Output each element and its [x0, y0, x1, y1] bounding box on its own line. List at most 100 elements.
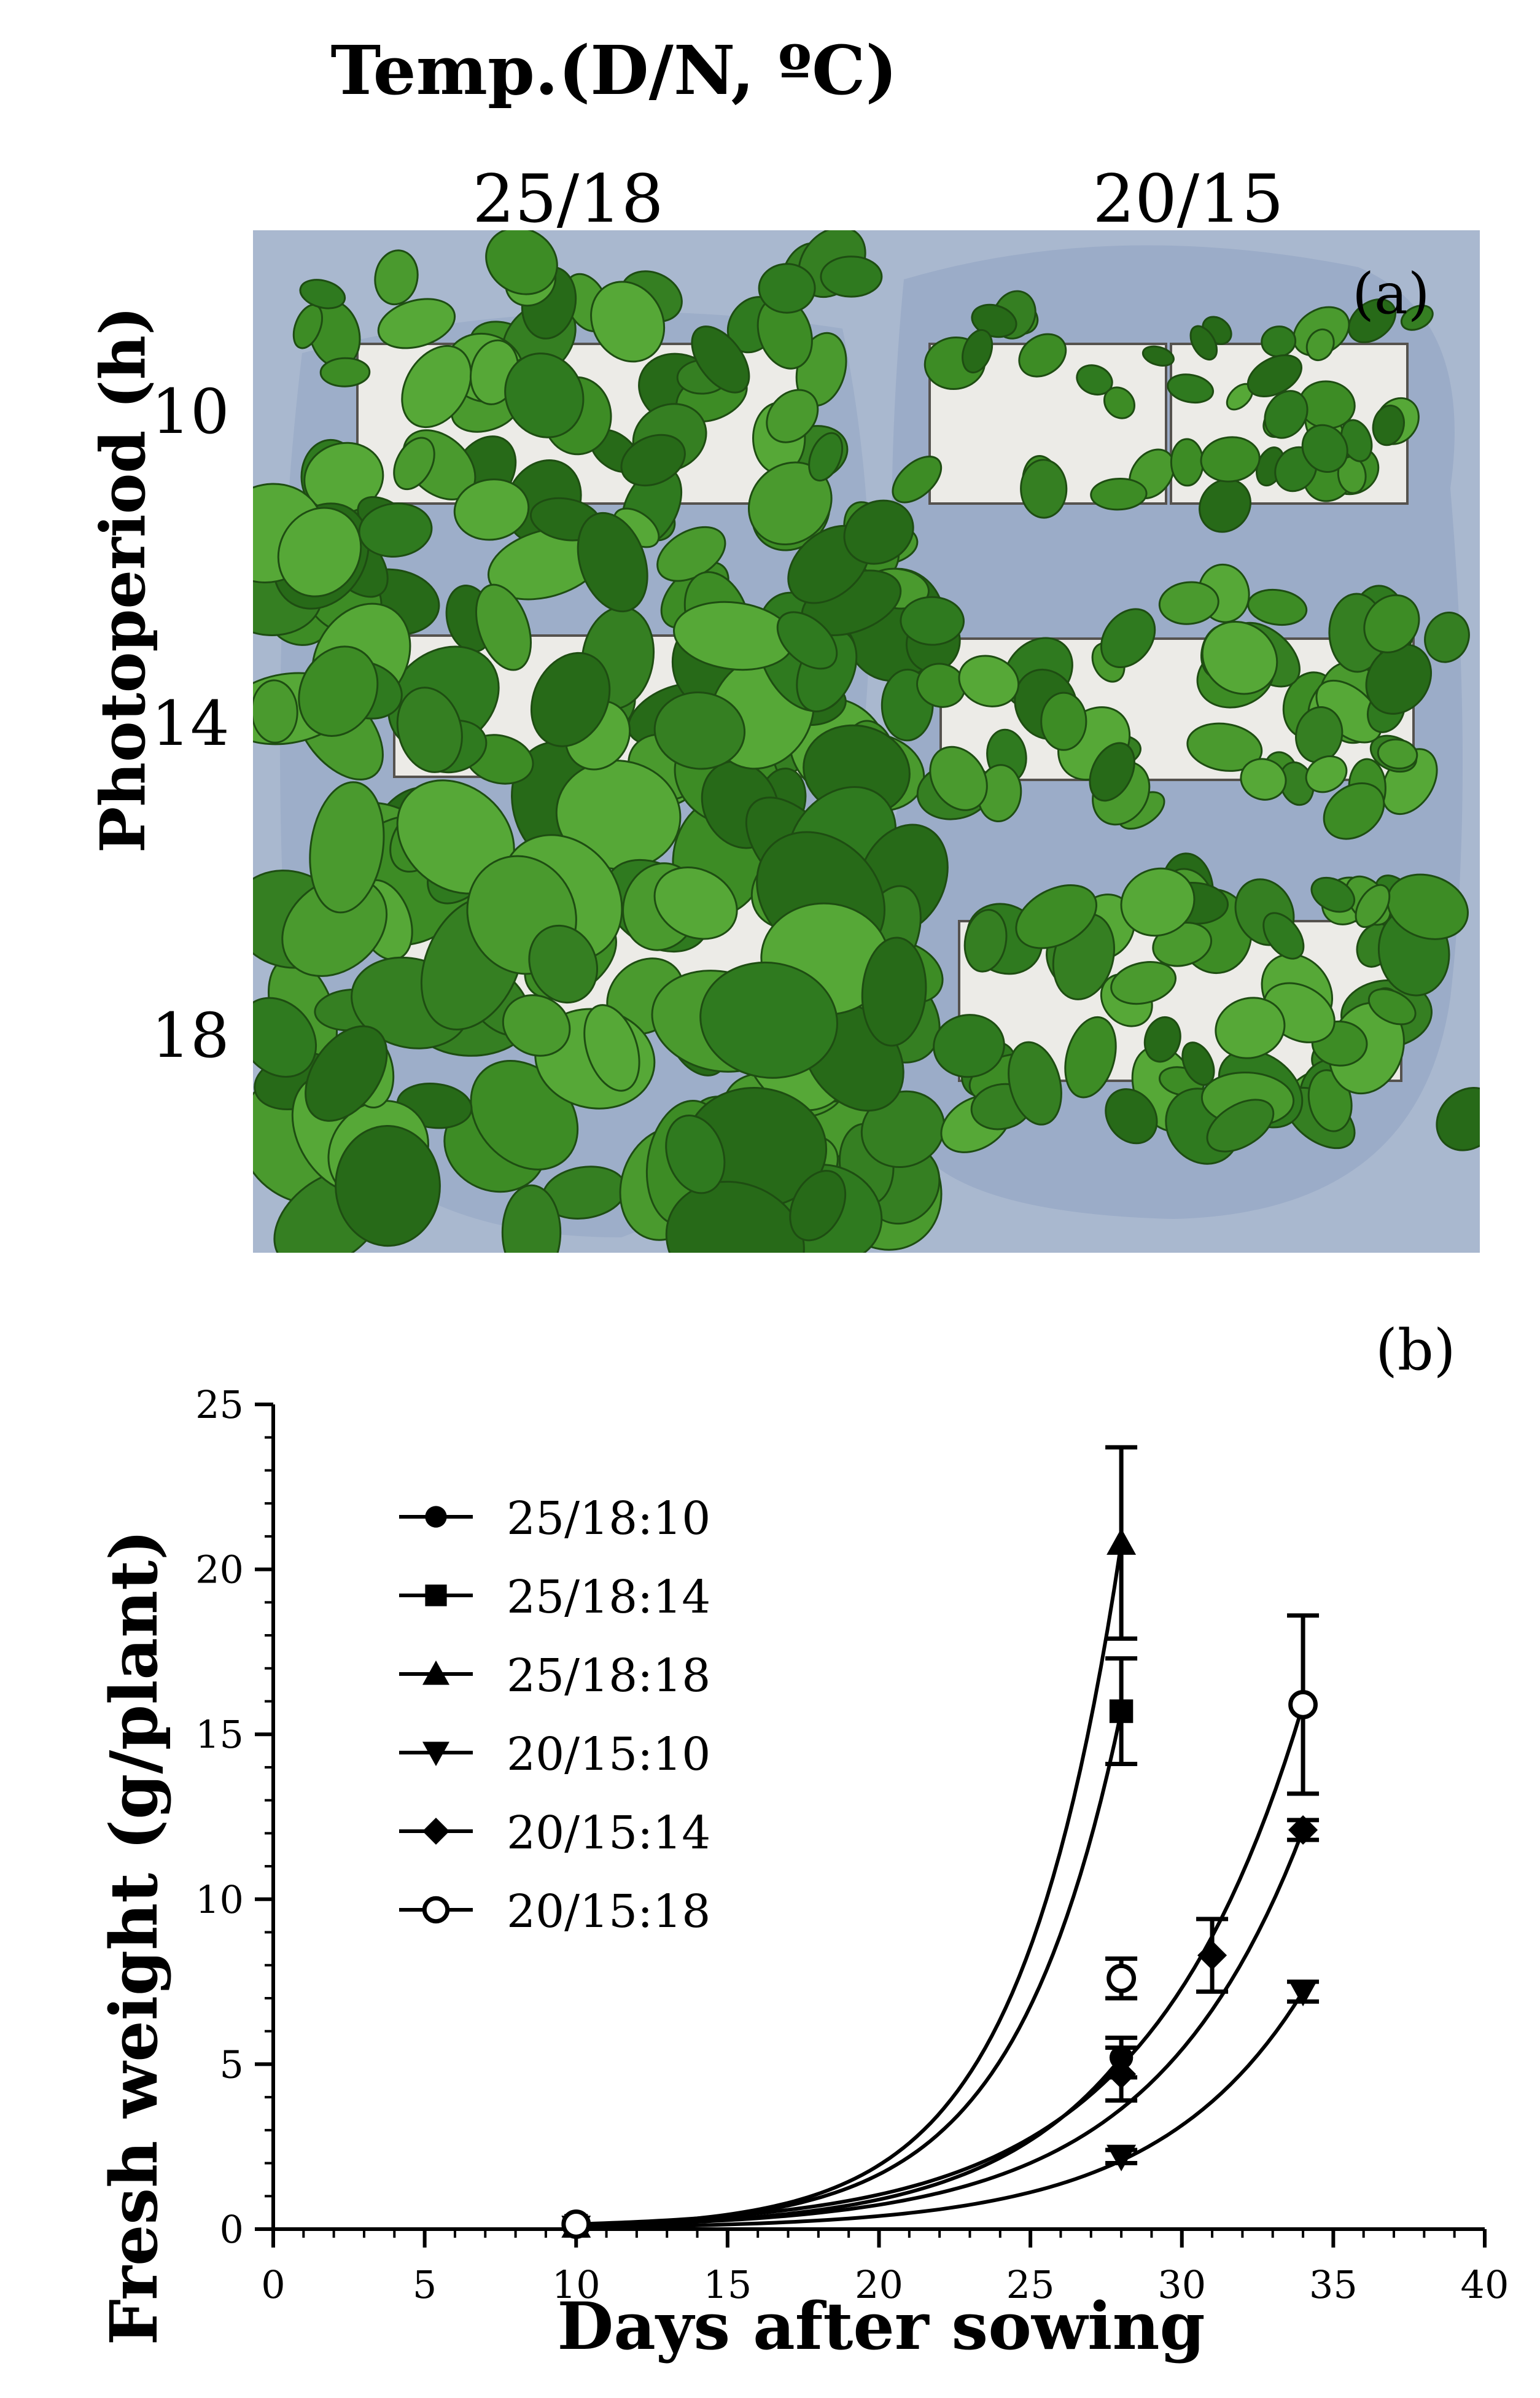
x-tick-label: 20 [855, 2262, 903, 2307]
legend-label: 25/18:14 [507, 1571, 710, 1624]
legend-label: 20/15:18 [507, 1885, 710, 1938]
leaf [1301, 424, 1348, 473]
fit-curve-20-15-14 [576, 1829, 1305, 2228]
leaf [485, 230, 558, 295]
leaf [900, 596, 965, 646]
leaf [929, 745, 988, 811]
leaf [653, 866, 738, 940]
leaf [1110, 961, 1177, 1005]
leaf [962, 329, 994, 374]
leaf [1436, 1087, 1480, 1151]
leaf [1363, 594, 1420, 653]
legend-marker [422, 1818, 449, 1845]
y-axis-title: Fresh weight (g/plant) [95, 1530, 172, 2346]
fresh-weight-chart: 0 5 10 15 20 25 30 35 40 0 5 10 15 20 25 25/18:10 25/18… [95, 1317, 1509, 2364]
row-label-18: 18 [151, 1000, 230, 1072]
leaf [1015, 884, 1098, 949]
leaf [1103, 386, 1135, 419]
leaf [758, 263, 816, 314]
leaf [1105, 1088, 1158, 1145]
y-tick-label: 10 [195, 1877, 244, 1922]
leaf [530, 652, 611, 747]
leaf [1170, 438, 1204, 487]
leaf [1240, 758, 1287, 801]
y-tick-label: 5 [220, 2042, 244, 2087]
x-tick-label: 15 [703, 2262, 752, 2307]
leaf [1206, 1099, 1275, 1153]
plant-photo: (a) [253, 230, 1480, 1253]
leaf [590, 281, 666, 363]
data-point-25-18-14 [1109, 1699, 1134, 1723]
x-tick-label: 35 [1309, 2262, 1358, 2307]
leaf [277, 507, 362, 598]
data-point-20-15-18 [561, 2209, 591, 2239]
legend-label: 20/15:14 [507, 1807, 710, 1859]
leaf [1305, 328, 1335, 362]
leaf [1100, 608, 1156, 669]
leaf [528, 924, 599, 1004]
column-label-20-15: 20/15 [1092, 161, 1284, 238]
leaf [1199, 478, 1251, 533]
leaf [583, 1004, 640, 1092]
y-tick-label: 0 [220, 2207, 244, 2252]
leaf [1141, 345, 1175, 367]
leaf [309, 781, 385, 914]
panel-b-label: (b) [1375, 1317, 1456, 1383]
leaf [396, 687, 463, 773]
leaf [1089, 742, 1135, 802]
fit-curve-20-15-18 [576, 1704, 1305, 2226]
leaf [1323, 782, 1385, 840]
y-tick-label: 15 [195, 1712, 244, 1757]
x-tick-label: 0 [261, 2262, 285, 2307]
legend-marker [422, 1660, 449, 1685]
leaf [1186, 722, 1263, 772]
leaf [1400, 305, 1434, 331]
row-label-14: 14 [151, 688, 230, 760]
leaf [776, 611, 838, 670]
x-tick-label: 25 [1006, 2262, 1055, 2307]
legend-marker [425, 1584, 447, 1606]
y-tick-label: 20 [195, 1547, 244, 1592]
leaf [1305, 755, 1348, 793]
leaf [699, 961, 838, 1079]
photoperiod-axis-title: Photoperiod (h) [87, 306, 159, 853]
leaf [1264, 390, 1309, 439]
leaf [808, 432, 844, 482]
leaf [393, 437, 435, 491]
leaf [691, 325, 750, 394]
data-point-20-15-10 [1288, 1980, 1318, 2007]
leaf [620, 434, 686, 487]
leaf [305, 1025, 388, 1122]
column-label-25-18: 25/18 [472, 161, 664, 238]
leaf [453, 478, 530, 541]
leaf [665, 1114, 726, 1194]
legend-marker [422, 1742, 449, 1766]
panel-a-label: (a) [1352, 261, 1430, 327]
legend-label: 25/18:10 [507, 1492, 710, 1545]
leaf [335, 1125, 441, 1247]
data-point-20-15-14 [1197, 1941, 1227, 1971]
leaf [1076, 364, 1113, 396]
x-tick-label: 30 [1157, 2262, 1206, 2307]
leaf [963, 909, 1008, 973]
leaf [1246, 354, 1303, 397]
leaf [319, 357, 371, 387]
legend-label: 25/18:18 [507, 1649, 710, 1702]
temperature-title: Temp.(D/N, ºC) [330, 31, 898, 110]
leaf [653, 691, 746, 770]
leaf [1040, 691, 1087, 751]
leaf [1372, 404, 1405, 446]
leaf [820, 255, 883, 298]
leaf [401, 345, 472, 429]
leaf [298, 645, 379, 737]
data-point-20-15-14 [1288, 1815, 1318, 1845]
leaf [1201, 620, 1278, 695]
fit-curve-20-15-10 [576, 1990, 1305, 2230]
leaf [1424, 612, 1470, 663]
leaf [1008, 1041, 1062, 1126]
leaf [502, 994, 571, 1057]
leaf [1262, 912, 1305, 960]
leaf [253, 679, 298, 744]
data-point-20-15-10 [1106, 2144, 1137, 2171]
leaf [1064, 1016, 1117, 1099]
